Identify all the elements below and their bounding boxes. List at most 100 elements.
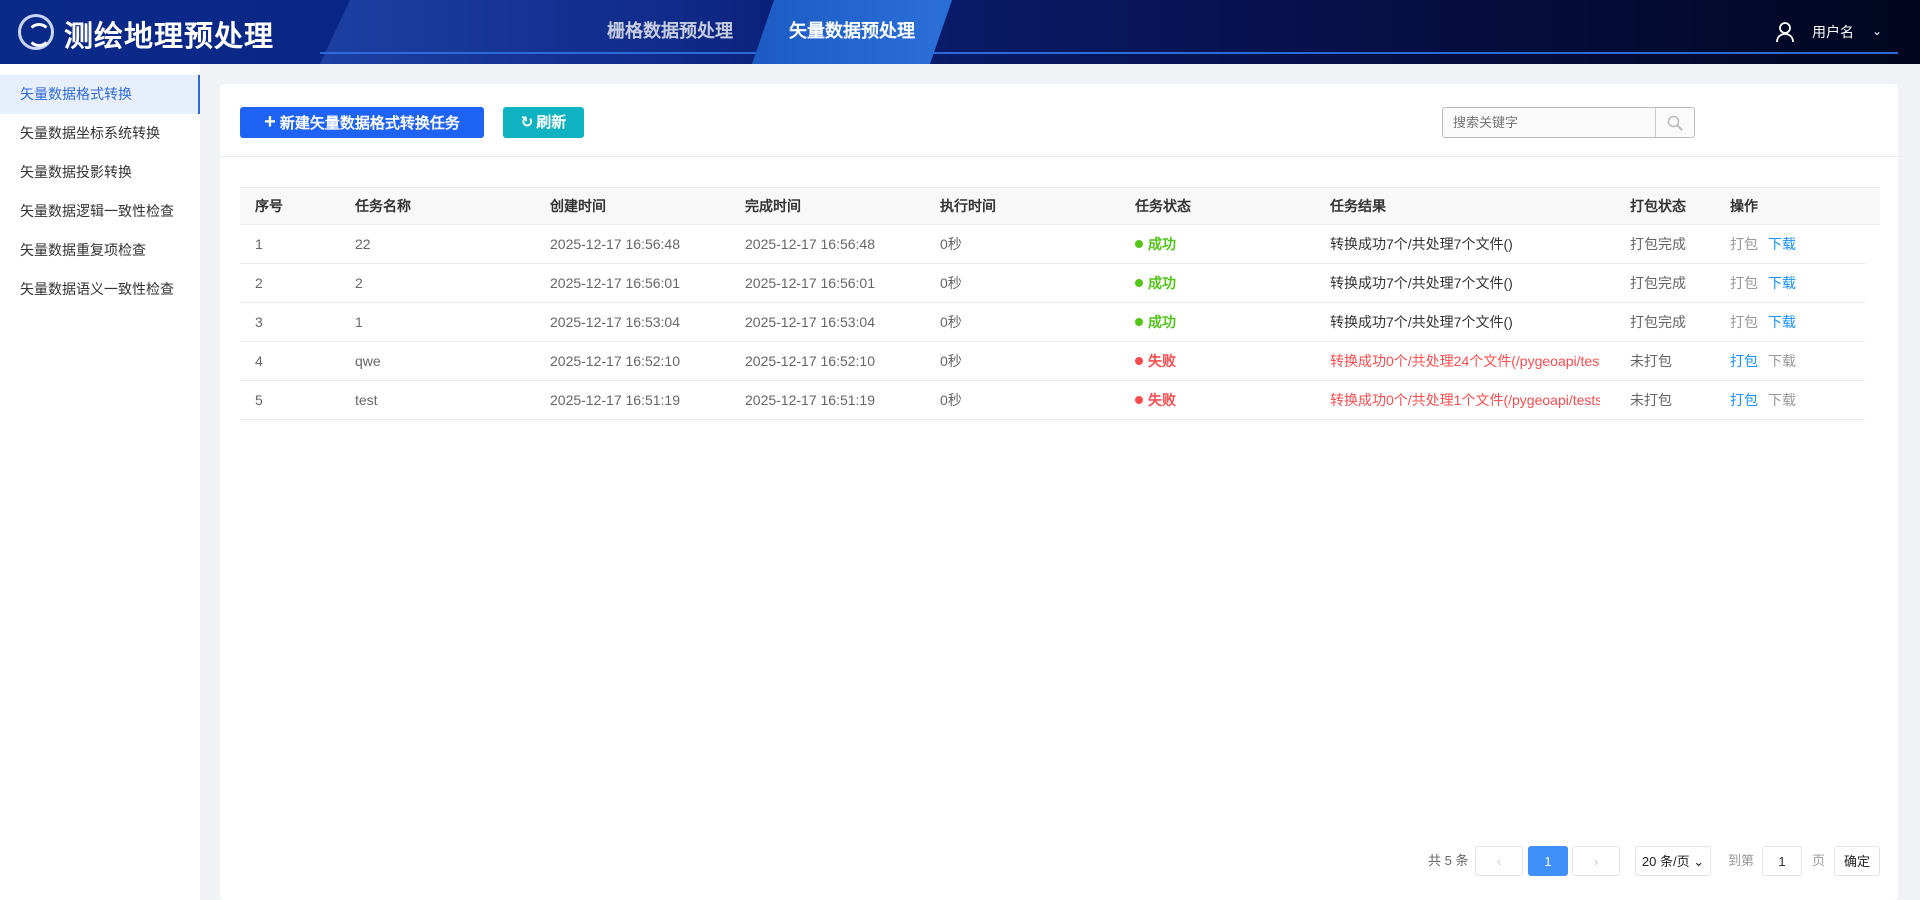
download-link[interactable]: 下载 [1768, 353, 1796, 369]
cell-pack-status: 打包完成 [1630, 275, 1686, 291]
col-duration: 执行时间 [940, 198, 996, 214]
table-row: 4 qwe 2025-12-17 16:52:10 2025-12-17 16:… [240, 342, 1865, 381]
cell-pack-status: 打包完成 [1630, 314, 1686, 330]
confirm-button[interactable]: 确定 [1834, 846, 1880, 876]
cell-index: 2 [255, 275, 263, 291]
sidebar: 矢量数据格式转换 矢量数据坐标系统转换 矢量数据投影转换 矢量数据逻辑一致性检查… [0, 64, 200, 900]
pack-link[interactable]: 打包 [1730, 392, 1758, 408]
download-link[interactable]: 下载 [1768, 314, 1796, 330]
cell-pack-status: 打包完成 [1630, 236, 1686, 252]
cell-result: 转换成功0个/共处理24个文件(/pygeoapi/tests/ [1330, 353, 1600, 369]
nav-raster-preprocessing[interactable]: 栅格数据预处理 [607, 21, 733, 41]
goto-page-input[interactable]: 1 [1762, 846, 1802, 876]
table-row: 2 2 2025-12-17 16:56:01 2025-12-17 16:56… [240, 264, 1865, 303]
page-size-select[interactable]: 20 条/页 ⌄ [1635, 846, 1711, 876]
status-dot-icon [1135, 318, 1143, 326]
download-link[interactable]: 下载 [1768, 236, 1796, 252]
cell-finished: 2025-12-17 16:56:48 [745, 236, 875, 252]
col-pack-status: 打包状态 [1630, 198, 1686, 214]
goto-label: 到第 [1728, 853, 1755, 868]
col-result: 任务结果 [1330, 198, 1386, 214]
page-suffix: 页 [1812, 853, 1826, 868]
cell-index: 4 [255, 353, 263, 369]
cell-result: 转换成功7个/共处理7个文件() [1330, 275, 1513, 291]
nav-vector-preprocessing[interactable]: 矢量数据预处理 [752, 0, 952, 64]
sidebar-item-duplicate-check[interactable]: 矢量数据重复项检查 [20, 242, 146, 258]
cell-index: 1 [255, 236, 263, 252]
cell-duration: 0秒 [940, 353, 962, 369]
page-size-value: 20 条/页 [1641, 854, 1690, 869]
user-name[interactable]: 用户名 [1812, 24, 1854, 40]
cell-status: 失败 [1135, 381, 1176, 420]
cell-created: 2025-12-17 16:56:01 [550, 275, 680, 291]
cell-duration: 0秒 [940, 314, 962, 330]
status-dot-icon [1135, 357, 1143, 365]
toolbar-divider [220, 156, 1898, 157]
col-index: 序号 [255, 198, 283, 214]
pack-link[interactable]: 打包 [1730, 353, 1758, 369]
cell-finished: 2025-12-17 16:56:01 [745, 275, 875, 291]
pack-link[interactable]: 打包 [1730, 275, 1758, 291]
top-header: 测绘地理预处理 栅格数据预处理 矢量数据预处理 用户名 ⌄ [0, 0, 1920, 64]
search-icon [1667, 115, 1683, 131]
status-badge: 失败 [1148, 353, 1176, 369]
cell-name: 1 [355, 314, 363, 330]
cell-duration: 0秒 [940, 275, 962, 291]
cell-created: 2025-12-17 16:53:04 [550, 314, 680, 330]
cell-status: 成功 [1135, 225, 1176, 264]
refresh-label: 刷新 [536, 114, 567, 131]
chevron-down-icon[interactable]: ⌄ [1872, 24, 1883, 38]
cell-status: 失败 [1135, 342, 1176, 381]
cell-created: 2025-12-17 16:51:19 [550, 392, 680, 408]
cell-index: 5 [255, 392, 263, 408]
cell-result: 转换成功0个/共处理1个文件(/pygeoapi/tests/in [1330, 392, 1600, 408]
next-page-button[interactable]: › [1572, 846, 1620, 876]
search-button[interactable] [1655, 108, 1694, 137]
status-dot-icon [1135, 396, 1143, 404]
table-row: 1 22 2025-12-17 16:56:48 2025-12-17 16:5… [240, 225, 1865, 264]
cell-name: 22 [355, 236, 371, 252]
cell-name: qwe [355, 353, 381, 369]
status-badge: 失败 [1148, 392, 1176, 408]
sidebar-item-semantic-consistency[interactable]: 矢量数据语义一致性检查 [20, 281, 174, 297]
search-box [1442, 107, 1695, 138]
app-title: 测绘地理预处理 [64, 21, 275, 53]
cell-finished: 2025-12-17 16:51:19 [745, 392, 875, 408]
sidebar-item-projection-conversion[interactable]: 矢量数据投影转换 [20, 164, 132, 180]
status-badge: 成功 [1148, 275, 1176, 291]
search-input[interactable] [1443, 108, 1655, 137]
col-name: 任务名称 [355, 198, 411, 214]
cell-status: 成功 [1135, 303, 1176, 342]
refresh-button[interactable]: ↻ 刷新 [503, 107, 584, 138]
col-actions: 操作 [1730, 198, 1758, 214]
col-finished: 完成时间 [745, 198, 801, 214]
cell-result: 转换成功7个/共处理7个文件() [1330, 314, 1513, 330]
user-icon[interactable] [1776, 22, 1794, 42]
new-task-button[interactable]: + 新建矢量数据格式转换任务 [240, 107, 484, 138]
pack-link[interactable]: 打包 [1730, 236, 1758, 252]
table-header: 序号 任务名称 创建时间 完成时间 执行时间 任务状态 任务结果 打包状态 操作 [240, 187, 1880, 225]
new-task-label: 新建矢量数据格式转换任务 [279, 115, 460, 132]
download-link[interactable]: 下载 [1768, 275, 1796, 291]
download-link[interactable]: 下载 [1768, 392, 1796, 408]
sidebar-item-format-conversion[interactable]: 矢量数据格式转换 [0, 75, 200, 114]
status-dot-icon [1135, 279, 1143, 287]
plus-icon: + [264, 111, 276, 133]
logo-icon [18, 14, 54, 50]
cell-created: 2025-12-17 16:56:48 [550, 236, 680, 252]
table-row: 5 test 2025-12-17 16:51:19 2025-12-17 16… [240, 381, 1865, 420]
cell-duration: 0秒 [940, 392, 962, 408]
header-divider-line [320, 52, 1898, 54]
cell-pack-status: 未打包 [1630, 353, 1672, 369]
refresh-icon: ↻ [520, 114, 534, 131]
page-1-button[interactable]: 1 [1528, 846, 1568, 876]
status-badge: 成功 [1148, 236, 1176, 252]
col-created: 创建时间 [550, 198, 606, 214]
col-status: 任务状态 [1135, 198, 1191, 214]
sidebar-item-logic-consistency[interactable]: 矢量数据逻辑一致性检查 [20, 203, 174, 219]
cell-duration: 0秒 [940, 236, 962, 252]
pack-link[interactable]: 打包 [1730, 314, 1758, 330]
status-badge: 成功 [1148, 314, 1176, 330]
sidebar-item-coordinate-conversion[interactable]: 矢量数据坐标系统转换 [20, 125, 160, 141]
prev-page-button[interactable]: ‹ [1475, 846, 1523, 876]
